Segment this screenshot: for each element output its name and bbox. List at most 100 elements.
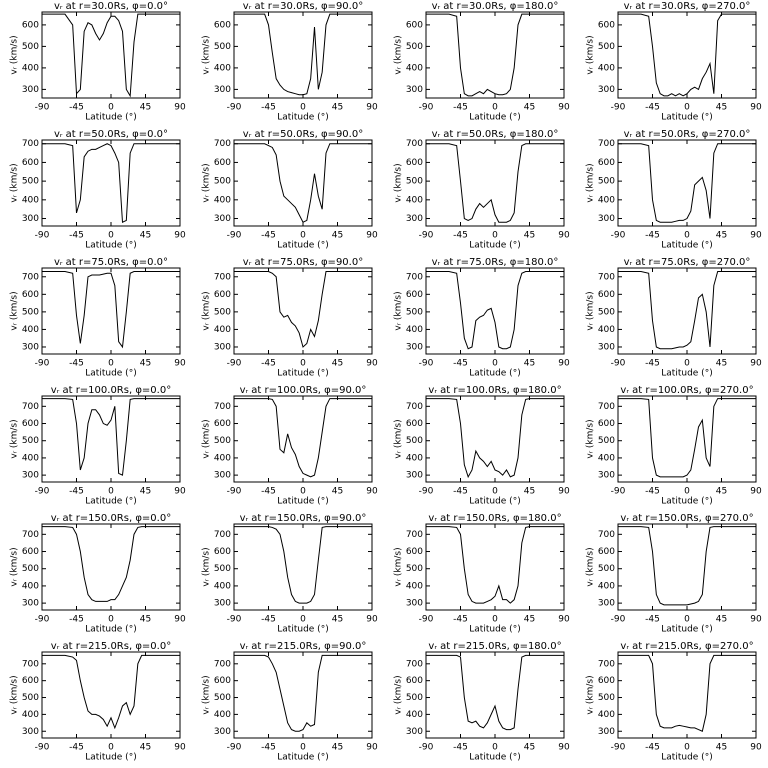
plot-frame bbox=[41, 523, 181, 611]
y-tick-label: 500 bbox=[406, 564, 423, 574]
plot-frame bbox=[425, 651, 565, 739]
x-tick-label: -90 bbox=[419, 359, 434, 369]
y-tick-label: 700 bbox=[214, 139, 231, 149]
y-tick-label: 700 bbox=[22, 272, 39, 282]
x-axis-label: Latitude (°) bbox=[277, 497, 328, 507]
data-line bbox=[618, 271, 756, 350]
chart-title: vᵣ at r=75.0Rs, φ=90.0° bbox=[243, 257, 363, 268]
y-tick-label: 500 bbox=[598, 307, 615, 317]
x-tick-label: 90 bbox=[366, 487, 378, 497]
y-tick-label: 400 bbox=[22, 325, 39, 335]
chart-title: vᵣ at r=30.0Rs, φ=270.0° bbox=[624, 1, 751, 12]
y-tick-label: 300 bbox=[406, 214, 423, 224]
y-axis-label: vᵣ (km/s) bbox=[586, 675, 596, 714]
x-tick-label: -90 bbox=[227, 743, 242, 753]
x-tick-label: 0 bbox=[300, 103, 306, 113]
plot-frame bbox=[41, 139, 181, 227]
y-tick-label: 300 bbox=[22, 471, 39, 481]
x-axis-label: Latitude (°) bbox=[85, 369, 136, 379]
x-tick-label: -90 bbox=[611, 231, 626, 241]
y-tick-label: 600 bbox=[22, 676, 39, 686]
y-tick-label: 400 bbox=[214, 710, 231, 720]
x-tick-label: 90 bbox=[750, 487, 762, 497]
x-tick-label: 0 bbox=[492, 487, 498, 497]
data-line bbox=[618, 143, 756, 223]
x-tick-label: -90 bbox=[227, 359, 242, 369]
x-axis-label: Latitude (°) bbox=[469, 241, 520, 251]
x-axis-label: Latitude (°) bbox=[85, 625, 136, 635]
data-line bbox=[234, 654, 372, 732]
y-tick-label: 400 bbox=[406, 325, 423, 335]
x-tick-label: 0 bbox=[492, 359, 498, 369]
y-tick-label: 400 bbox=[406, 710, 423, 720]
chart-title: vᵣ at r=150.0Rs, φ=270.0° bbox=[620, 513, 753, 524]
data-line bbox=[42, 526, 180, 602]
data-line bbox=[42, 271, 180, 349]
x-tick-label: 0 bbox=[108, 743, 114, 753]
x-tick-label: 45 bbox=[140, 359, 151, 369]
y-tick-label: 600 bbox=[598, 676, 615, 686]
x-tick-label: 90 bbox=[750, 615, 762, 625]
x-tick-label: -45 bbox=[261, 231, 276, 241]
plot-frame bbox=[233, 139, 373, 227]
y-tick-label: 700 bbox=[598, 402, 615, 412]
y-tick-label: 300 bbox=[22, 599, 39, 609]
y-tick-label: 700 bbox=[214, 530, 231, 540]
x-tick-label: -45 bbox=[453, 743, 468, 753]
chart-title: vᵣ at r=100.0Rs, φ=90.0° bbox=[240, 385, 367, 396]
x-tick-label: 90 bbox=[750, 359, 762, 369]
x-tick-label: 0 bbox=[108, 487, 114, 497]
chart-title: vᵣ at r=215.0Rs, φ=270.0° bbox=[620, 641, 753, 652]
data-line bbox=[426, 654, 564, 731]
y-axis-label: vᵣ (km/s) bbox=[10, 547, 20, 586]
x-tick-label: -45 bbox=[261, 743, 276, 753]
x-tick-label: -90 bbox=[227, 231, 242, 241]
y-tick-label: 700 bbox=[406, 402, 423, 412]
x-tick-label: -45 bbox=[453, 103, 468, 113]
x-tick-label: 90 bbox=[558, 359, 570, 369]
y-tick-label: 500 bbox=[214, 307, 231, 317]
x-tick-label: -90 bbox=[611, 743, 626, 753]
x-tick-label: -45 bbox=[69, 487, 84, 497]
y-tick-label: 300 bbox=[22, 85, 39, 95]
y-tick-label: 300 bbox=[598, 471, 615, 481]
y-axis-label: vᵣ (km/s) bbox=[202, 547, 212, 586]
y-tick-label: 500 bbox=[406, 42, 423, 52]
chart-title: vᵣ at r=75.0Rs, φ=180.0° bbox=[432, 257, 559, 268]
y-tick-label: 700 bbox=[598, 530, 615, 540]
y-tick-label: 400 bbox=[406, 195, 423, 205]
x-axis-label: Latitude (°) bbox=[277, 241, 328, 251]
y-axis-label: vᵣ (km/s) bbox=[10, 35, 20, 74]
y-tick-label: 500 bbox=[598, 564, 615, 574]
y-tick-label: 300 bbox=[214, 599, 231, 609]
x-axis-label: Latitude (°) bbox=[85, 753, 136, 763]
chart-title: vᵣ at r=100.0Rs, φ=0.0° bbox=[51, 385, 171, 396]
y-tick-label: 500 bbox=[214, 693, 231, 703]
x-tick-label: 0 bbox=[300, 359, 306, 369]
x-tick-label: 90 bbox=[174, 103, 186, 113]
x-tick-label: 0 bbox=[300, 615, 306, 625]
y-axis-label: vᵣ (km/s) bbox=[394, 547, 404, 586]
plot-frame bbox=[233, 651, 373, 739]
y-tick-label: 300 bbox=[406, 342, 423, 352]
y-tick-label: 700 bbox=[406, 139, 423, 149]
x-tick-label: -45 bbox=[261, 615, 276, 625]
y-tick-label: 600 bbox=[214, 676, 231, 686]
y-tick-label: 500 bbox=[598, 177, 615, 187]
x-axis-label: Latitude (°) bbox=[661, 369, 712, 379]
x-axis-label: Latitude (°) bbox=[661, 497, 712, 507]
x-tick-label: 90 bbox=[366, 743, 378, 753]
y-tick-label: 600 bbox=[598, 20, 615, 30]
x-tick-label: 90 bbox=[366, 615, 378, 625]
y-tick-label: 400 bbox=[598, 581, 615, 591]
x-tick-label: -45 bbox=[69, 359, 84, 369]
y-tick-label: 700 bbox=[598, 139, 615, 149]
x-tick-label: 45 bbox=[332, 615, 343, 625]
y-tick-label: 400 bbox=[406, 453, 423, 463]
x-axis-label: Latitude (°) bbox=[661, 625, 712, 635]
chart-title: vᵣ at r=150.0Rs, φ=0.0° bbox=[51, 513, 171, 524]
data-line bbox=[426, 398, 564, 479]
y-tick-label: 300 bbox=[214, 471, 231, 481]
y-tick-label: 300 bbox=[406, 599, 423, 609]
